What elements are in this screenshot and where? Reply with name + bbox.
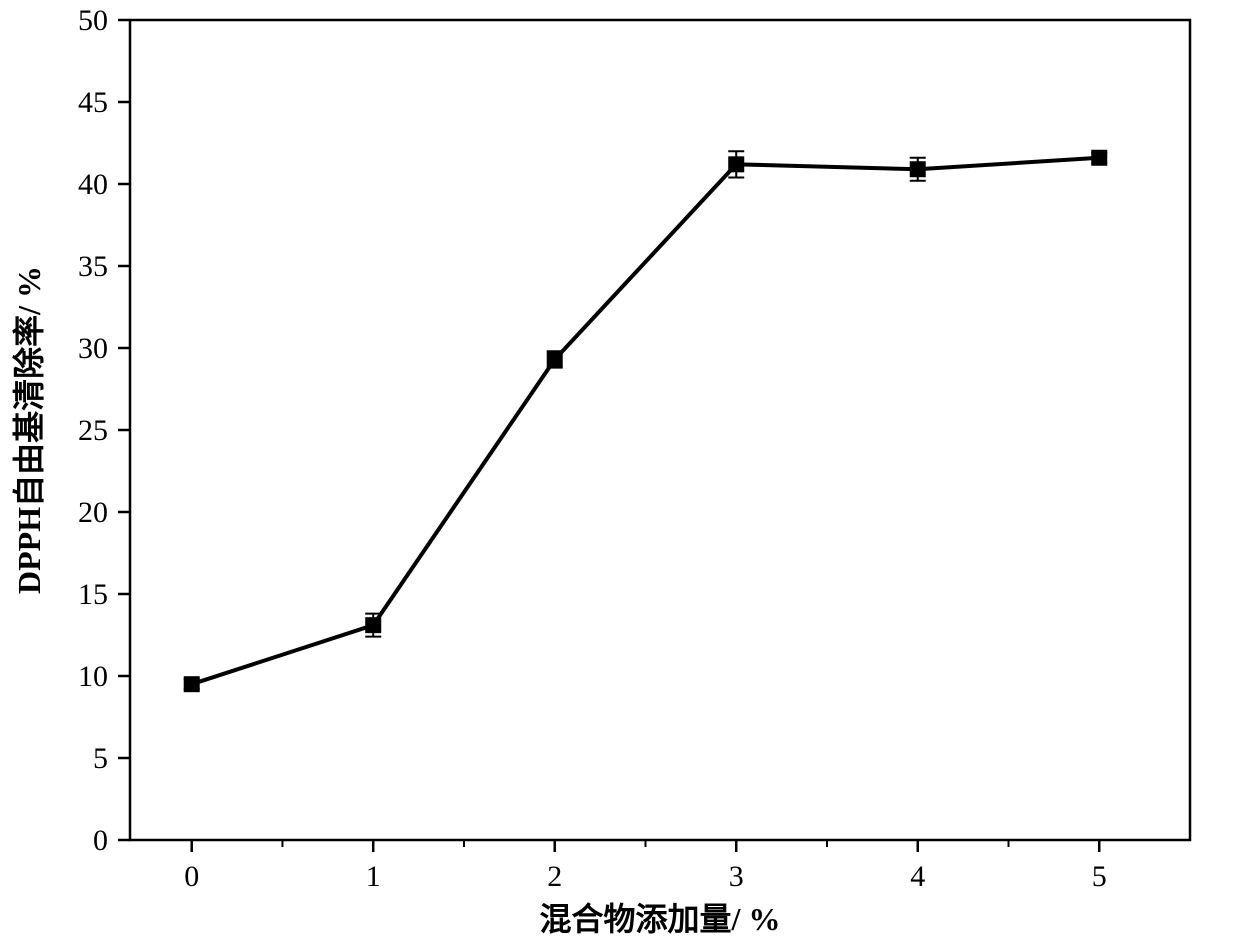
x-tick-label: 0	[184, 860, 199, 893]
y-tick-label: 25	[78, 414, 108, 447]
y-tick-label: 0	[93, 824, 108, 857]
y-tick-label: 45	[78, 86, 108, 119]
x-tick-label: 3	[729, 860, 744, 893]
data-marker	[184, 677, 199, 692]
x-tick-label: 5	[1092, 860, 1107, 893]
y-tick-label: 30	[78, 332, 108, 365]
y-axis-label: DPPH自由基清除率/ %	[11, 266, 47, 594]
x-axis-label: 混合物添加量/ %	[540, 901, 781, 937]
y-tick-label: 50	[78, 4, 108, 37]
data-marker	[729, 157, 744, 172]
chart-background	[0, 0, 1240, 947]
x-tick-label: 2	[547, 860, 562, 893]
x-tick-label: 4	[910, 860, 925, 893]
chart-container: 012345混合物添加量/ %05101520253035404550DPPH自…	[0, 0, 1240, 947]
y-tick-label: 5	[93, 742, 108, 775]
y-tick-label: 15	[78, 578, 108, 611]
dpph-line-chart: 012345混合物添加量/ %05101520253035404550DPPH自…	[0, 0, 1240, 947]
y-tick-label: 10	[78, 660, 108, 693]
data-marker	[547, 352, 562, 367]
y-tick-label: 40	[78, 168, 108, 201]
x-tick-label: 1	[366, 860, 381, 893]
data-marker	[1092, 150, 1107, 165]
data-marker	[366, 618, 381, 633]
data-marker	[910, 162, 925, 177]
y-tick-label: 35	[78, 250, 108, 283]
y-tick-label: 20	[78, 496, 108, 529]
